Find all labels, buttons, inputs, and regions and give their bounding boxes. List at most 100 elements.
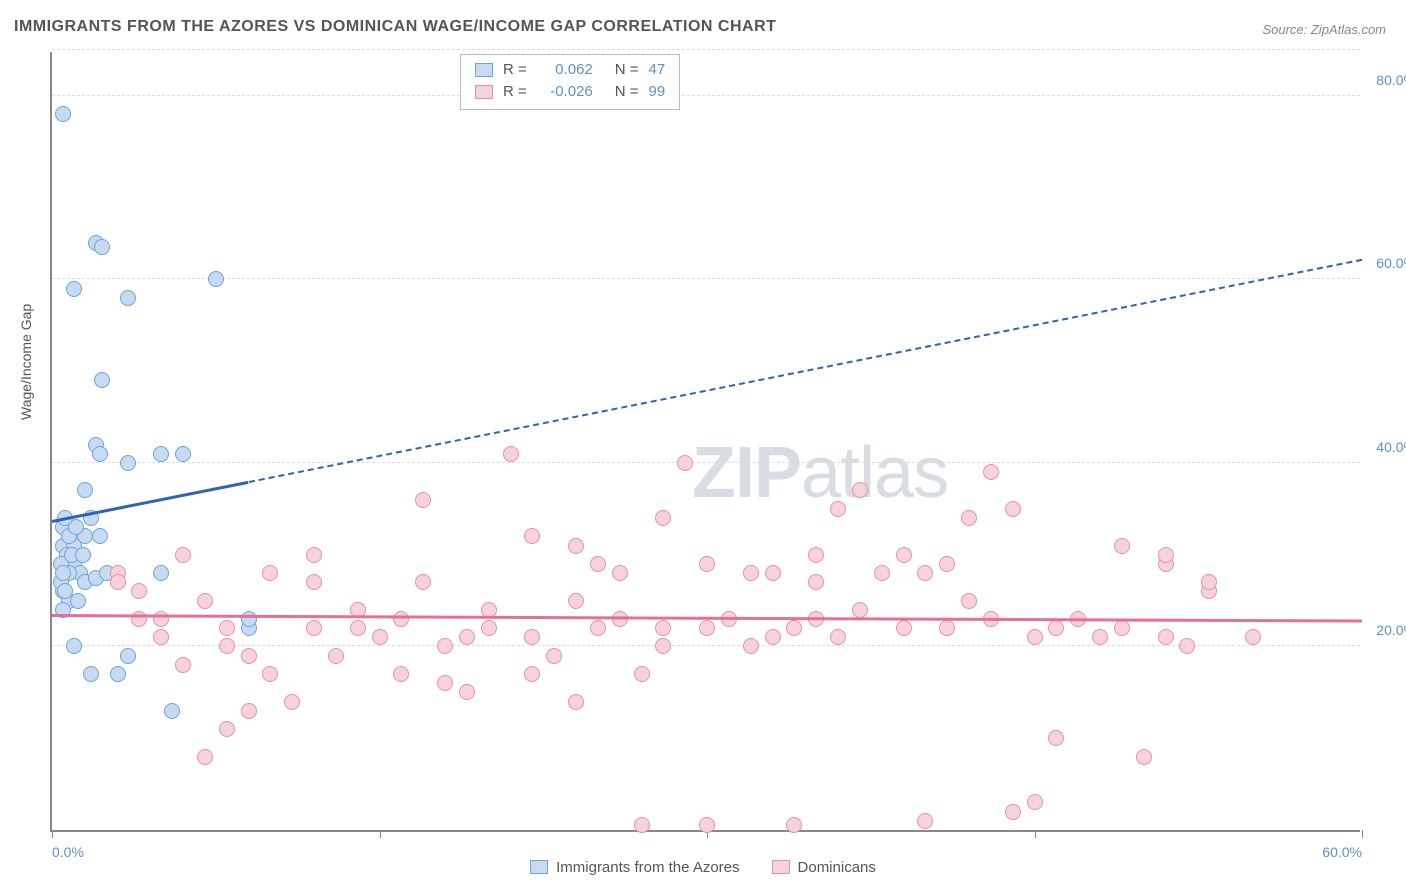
legend-r-value: 0.062 xyxy=(537,59,593,81)
data-point-azores xyxy=(66,281,82,297)
data-point-dominicans xyxy=(786,817,802,833)
data-point-dominicans xyxy=(917,565,933,581)
data-point-dominicans xyxy=(830,629,846,645)
chart-title: IMMIGRANTS FROM THE AZORES VS DOMINICAN … xyxy=(14,18,776,36)
data-point-azores xyxy=(77,482,93,498)
data-point-dominicans xyxy=(1245,629,1261,645)
data-point-dominicans xyxy=(459,684,475,700)
data-point-dominicans xyxy=(677,455,693,471)
data-point-dominicans xyxy=(743,565,759,581)
data-point-dominicans xyxy=(699,817,715,833)
data-point-azores xyxy=(94,239,110,255)
data-point-dominicans xyxy=(524,528,540,544)
data-point-azores xyxy=(70,593,86,609)
data-point-dominicans xyxy=(481,620,497,636)
data-point-dominicans xyxy=(590,556,606,572)
data-point-dominicans xyxy=(699,620,715,636)
y-tick-label: 60.0% xyxy=(1376,255,1406,271)
data-point-dominicans xyxy=(568,538,584,554)
data-point-dominicans xyxy=(1027,794,1043,810)
data-point-dominicans xyxy=(153,629,169,645)
data-point-dominicans xyxy=(219,620,235,636)
data-point-dominicans xyxy=(983,464,999,480)
legend-stat-row-dominicans: R =-0.026N =99 xyxy=(475,81,665,103)
data-point-azores xyxy=(55,106,71,122)
data-point-azores xyxy=(92,446,108,462)
data-point-dominicans xyxy=(350,620,366,636)
data-point-dominicans xyxy=(699,556,715,572)
data-point-dominicans xyxy=(110,574,126,590)
legend-r-value: -0.026 xyxy=(537,81,593,103)
watermark-atlas: atlas xyxy=(801,433,948,513)
data-point-dominicans xyxy=(655,620,671,636)
data-point-dominicans xyxy=(939,620,955,636)
legend-swatch xyxy=(475,85,493,99)
x-tick xyxy=(1035,830,1036,838)
data-point-azores xyxy=(153,565,169,581)
legend-n-label: N = xyxy=(615,81,639,103)
chart-container: IMMIGRANTS FROM THE AZORES VS DOMINICAN … xyxy=(0,0,1406,892)
legend-label: Dominicans xyxy=(798,859,876,876)
legend-stat-row-azores: R =0.062N =47 xyxy=(475,59,665,81)
data-point-dominicans xyxy=(634,817,650,833)
data-point-azores xyxy=(94,372,110,388)
data-point-dominicans xyxy=(655,510,671,526)
source-attribution: Source: ZipAtlas.com xyxy=(1262,22,1386,37)
data-point-dominicans xyxy=(503,446,519,462)
data-point-dominicans xyxy=(852,602,868,618)
data-point-azores xyxy=(92,528,108,544)
data-point-dominicans xyxy=(961,510,977,526)
plot-area: ZIPatlas 20.0%40.0%60.0%80.0%0.0%60.0% xyxy=(50,52,1360,832)
data-point-dominicans xyxy=(896,620,912,636)
y-axis-label: Wage/Income Gap xyxy=(18,304,34,420)
data-point-dominicans xyxy=(1158,547,1174,563)
data-point-dominicans xyxy=(219,638,235,654)
data-point-dominicans xyxy=(306,547,322,563)
data-point-dominicans xyxy=(131,583,147,599)
data-point-dominicans xyxy=(262,565,278,581)
data-point-dominicans xyxy=(328,648,344,664)
legend-n-label: N = xyxy=(615,59,639,81)
data-point-dominicans xyxy=(917,813,933,829)
data-point-dominicans xyxy=(808,547,824,563)
data-point-dominicans xyxy=(1048,620,1064,636)
data-point-dominicans xyxy=(153,611,169,627)
legend-stats: R =0.062N =47R =-0.026N =99 xyxy=(460,54,680,110)
data-point-azores xyxy=(57,583,73,599)
data-point-azores xyxy=(66,638,82,654)
data-point-dominicans xyxy=(197,593,213,609)
data-point-dominicans xyxy=(197,749,213,765)
data-point-dominicans xyxy=(1114,620,1130,636)
data-point-dominicans xyxy=(612,565,628,581)
legend-label: Immigrants from the Azores xyxy=(556,859,739,876)
data-point-dominicans xyxy=(765,565,781,581)
data-point-dominicans xyxy=(1048,730,1064,746)
legend-swatch xyxy=(530,860,548,874)
gridline xyxy=(52,49,1360,50)
data-point-dominicans xyxy=(372,629,388,645)
trend-line-dashed xyxy=(248,259,1362,483)
data-point-dominicans xyxy=(961,593,977,609)
data-point-dominicans xyxy=(1092,629,1108,645)
gridline xyxy=(52,462,1360,463)
data-point-dominicans xyxy=(415,492,431,508)
y-tick-label: 80.0% xyxy=(1376,72,1406,88)
data-point-dominicans xyxy=(896,547,912,563)
x-tick xyxy=(380,830,381,838)
data-point-dominicans xyxy=(241,703,257,719)
data-point-dominicans xyxy=(393,611,409,627)
data-point-azores xyxy=(110,666,126,682)
data-point-dominicans xyxy=(568,593,584,609)
data-point-dominicans xyxy=(524,629,540,645)
data-point-dominicans xyxy=(874,565,890,581)
legend-r-label: R = xyxy=(503,59,527,81)
data-point-dominicans xyxy=(437,675,453,691)
data-point-dominicans xyxy=(634,666,650,682)
watermark-zip: ZIP xyxy=(692,433,801,513)
data-point-azores xyxy=(120,290,136,306)
data-point-dominicans xyxy=(568,694,584,710)
gridline xyxy=(52,95,1360,96)
data-point-dominicans xyxy=(175,657,191,673)
data-point-dominicans xyxy=(284,694,300,710)
data-point-dominicans xyxy=(1201,574,1217,590)
